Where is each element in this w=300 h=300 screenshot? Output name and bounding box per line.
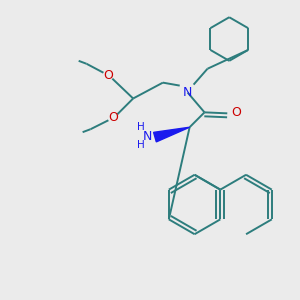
Text: N: N [183, 86, 192, 99]
Text: H: H [137, 122, 145, 132]
Text: O: O [103, 69, 113, 82]
Text: O: O [108, 111, 118, 124]
Polygon shape [154, 127, 190, 142]
Text: H: H [137, 140, 145, 150]
Text: O: O [231, 106, 241, 119]
Text: N: N [142, 130, 152, 142]
